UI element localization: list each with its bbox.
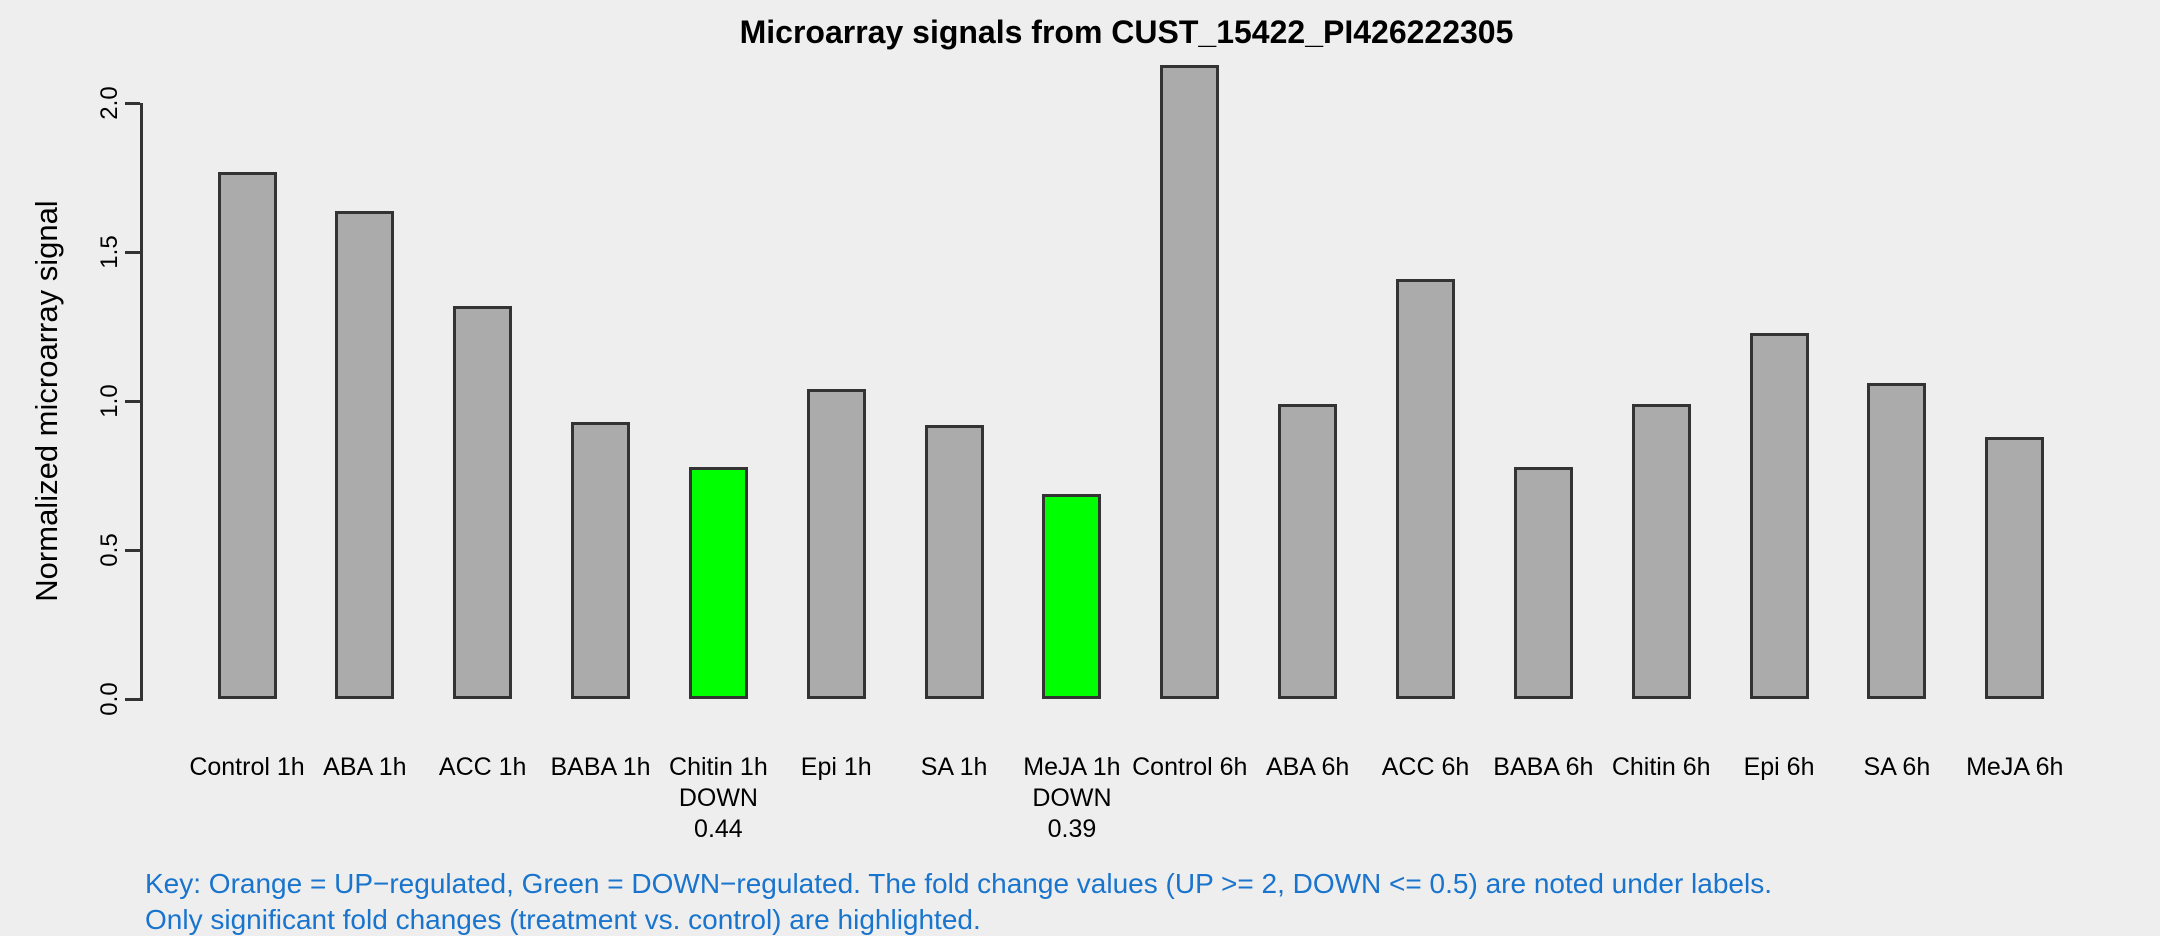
bar-acc-1h xyxy=(453,305,513,699)
bar-label: Chitin 1h xyxy=(669,753,768,781)
bar-control-6h xyxy=(1160,64,1220,699)
y-axis-line xyxy=(140,103,143,701)
bar-label: ACC 1h xyxy=(438,753,527,781)
bar-label-block-aba-6h: ABA 6h xyxy=(1218,752,1398,783)
bar-label: Control 6h xyxy=(1132,753,1248,781)
y-tick-label: 0.5 xyxy=(96,533,123,567)
bar-label: SA 6h xyxy=(1863,753,1931,781)
bar-fold-value: 0.44 xyxy=(694,815,743,843)
bar-sa-1h xyxy=(924,425,984,699)
bar-baba-6h xyxy=(1513,466,1573,699)
bar-aba-6h xyxy=(1278,404,1338,699)
bar-label: ACC 6h xyxy=(1381,753,1470,781)
bar-label: Chitin 6h xyxy=(1611,753,1711,781)
bar-label-block-meja-6h: MeJA 6h xyxy=(1925,752,2105,783)
bar-epi-6h xyxy=(1749,332,1809,699)
bar-label: ABA 6h xyxy=(1265,753,1350,781)
bar-label-block-control-6h: Control 6h xyxy=(1100,752,1280,783)
key-line-1: Key: Orange = UP−regulated, Green = DOWN… xyxy=(145,868,1772,899)
bar-chitin-6h xyxy=(1631,404,1691,699)
bar-label: Control 1h xyxy=(189,753,305,781)
bar-label: ABA 1h xyxy=(323,753,407,781)
bar-meja-6h xyxy=(1985,436,2045,699)
bar-fold-value: 0.39 xyxy=(1047,815,1097,843)
bar-label-block-meja-1h: MeJA 1h DOWN 0.39 xyxy=(982,752,1162,845)
bar-label-block-epi-6h: Epi 6h xyxy=(1689,752,1869,783)
bar-epi-1h xyxy=(806,389,866,699)
bar-label-block-baba-1h: BABA 1h xyxy=(511,752,691,783)
y-tick xyxy=(125,399,140,403)
bar-note-down: DOWN xyxy=(678,784,758,812)
bar-label-block-epi-1h: Epi 1h xyxy=(746,752,926,783)
bar-label-block-aba-1h: ABA 1h xyxy=(275,752,455,783)
bar-label-block-chitin-6h: Chitin 6h xyxy=(1571,752,1751,783)
bar-label-block-sa-6h: SA 6h xyxy=(1807,752,1987,783)
bar-label-block-baba-6h: BABA 6h xyxy=(1453,752,1633,783)
legend-key: Key: Orange = UP−regulated, Green = DOWN… xyxy=(145,866,1772,936)
chart-title: Microarray signals from CUST_15422_PI426… xyxy=(739,14,1514,50)
bar-meja-1h xyxy=(1042,493,1102,699)
y-tick-label: 2.0 xyxy=(96,86,123,121)
y-tick-label: 1.0 xyxy=(96,384,123,418)
bar-label-block-chitin-1h: Chitin 1h DOWN 0.44 xyxy=(628,752,808,845)
y-axis-title: Normalized microarray signal xyxy=(29,200,64,602)
bar-baba-1h xyxy=(571,422,631,699)
y-tick xyxy=(125,250,140,254)
bar-label-block-acc-1h: ACC 1h xyxy=(393,752,573,783)
y-tick xyxy=(125,548,140,552)
bar-note-down: DOWN xyxy=(1032,784,1112,812)
bar-label: SA 1h xyxy=(920,753,988,781)
bar-label: BABA 6h xyxy=(1493,753,1594,781)
bar-label: Epi 1h xyxy=(800,753,872,781)
bar-label: BABA 1h xyxy=(550,753,651,781)
bar-label: Epi 6h xyxy=(1743,753,1815,781)
y-tick xyxy=(125,101,140,105)
bar-sa-6h xyxy=(1867,383,1927,699)
key-line-2: Only significant fold changes (treatment… xyxy=(145,904,981,935)
y-tick-label: 0.0 xyxy=(96,682,123,716)
y-tick xyxy=(125,697,140,701)
bar-label-block-acc-6h: ACC 6h xyxy=(1336,752,1516,783)
bar-label: MeJA 1h xyxy=(1023,753,1121,781)
bar-chitin-1h xyxy=(688,466,748,699)
bar-label-block-control-1h: Control 1h xyxy=(157,752,337,783)
bar-label-block-sa-1h: SA 1h xyxy=(864,752,1044,783)
y-tick-label: 1.5 xyxy=(96,235,123,269)
bar-acc-6h xyxy=(1396,279,1455,699)
bar-aba-1h xyxy=(335,210,395,699)
bar-label: MeJA 6h xyxy=(1966,753,2064,781)
bar-control-1h xyxy=(217,171,277,699)
